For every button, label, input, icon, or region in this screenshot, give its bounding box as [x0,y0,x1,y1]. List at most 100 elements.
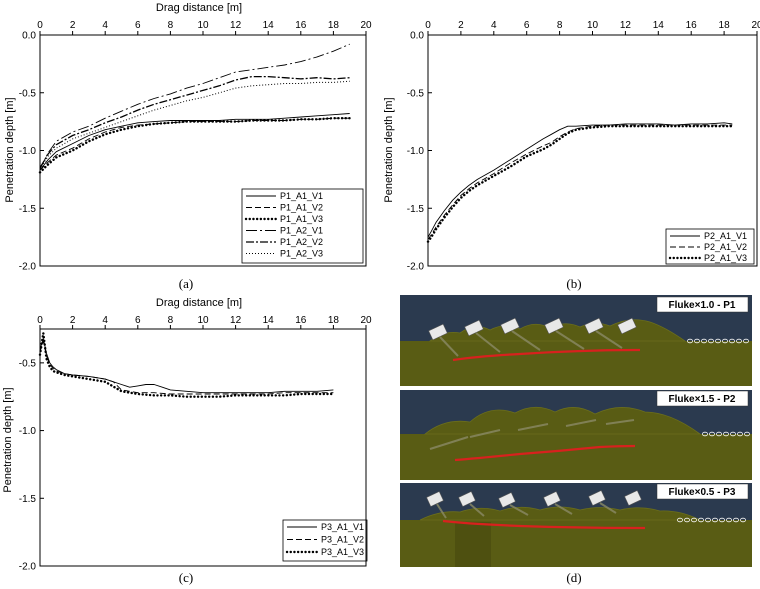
x-tick-label: 20 [360,315,372,326]
scene-p1-chain [687,338,750,344]
scene-p3-label: Fluke×0.5 - P3 [669,487,736,498]
y-tick-label: -0.5 [407,88,425,99]
chart-c-legend-entries: P3_A1_V1 P3_A1_V2 P3_A1_V3 [285,522,364,557]
series-line-p3-a1-v1 [39,338,334,394]
anchor-icon [426,491,444,507]
anchor-icon [543,491,561,507]
scene-p3-mounds [419,506,701,521]
y-tick-label: -1.0 [19,426,37,437]
x-tick-label: 6 [135,20,141,31]
x-tick-label: 18 [328,20,340,31]
x-tick-label: 8 [168,20,174,31]
chart-c-x-ticks: 0 2 4 6 8 10 12 14 16 18 20 [37,315,372,329]
scene-p2-trajectory [454,444,636,462]
series-line-p2-a1-v3 [426,125,734,243]
chain-link [687,338,694,344]
x-tick-label: 2 [70,20,76,31]
anchor-icon [617,317,637,335]
chain-link [684,517,691,523]
anchor-shank [439,336,459,357]
chain-link [701,338,708,344]
chain-link [737,431,744,437]
anchor-shank [469,503,485,517]
simulation-snapshots: Fluke×1.0 - P1 Fluke×1.5 - P2 [400,295,752,585]
chart-a-caption: (a) [179,276,193,291]
chart-a-series [38,43,351,174]
x-tick-label: 4 [102,20,108,31]
chain-link [744,431,751,437]
legend-label: P1_A1_V2 [280,203,323,213]
scene-p2: Fluke×1.5 - P2 [400,390,752,480]
x-tick-label: 0 [37,20,43,31]
scene-p1-trajectory [452,348,641,362]
scene-p3-shanks [436,502,617,519]
anchor-icon [500,317,520,335]
x-tick-label: 18 [328,315,340,326]
anchor-shank [436,503,447,519]
legend-label: P1_A2_V1 [280,226,323,236]
series-line-p1-a1-v2 [39,117,350,171]
chain-link [716,431,723,437]
chart-b-ylabel: Penetration depth [m] [383,97,395,202]
chain-link [730,431,737,437]
legend-label: P3_A1_V2 [321,535,364,545]
chain-link [715,338,722,344]
anchor-shank [565,419,597,427]
chain-link [702,431,709,437]
x-tick-label: 2 [458,20,464,31]
chain-link [677,517,684,523]
chart-b: Penetration depth [m] 0 2 4 6 8 10 12 14 16 18 20 … [383,20,760,291]
chart-c-series [38,331,335,398]
chart-b-plot-frame [427,34,758,267]
anchor-shank [605,419,635,425]
chain-link [726,517,733,523]
anchor-shank [554,503,573,515]
anchor-shank [599,502,617,514]
chain-link [694,338,701,344]
y-tick-label: -2.0 [19,262,37,273]
anchor-shank [555,330,585,350]
chain-link [708,338,715,344]
x-tick-label: 4 [102,315,108,326]
x-tick-label: 8 [168,315,174,326]
series-line-p1-a2-v3 [39,80,350,170]
chain-link [712,517,719,523]
x-tick-label: 18 [719,20,731,31]
anchor-icon [498,492,516,508]
x-tick-label: 16 [295,20,307,31]
x-tick-label: 0 [425,20,431,31]
x-tick-label: 14 [653,20,665,31]
anchor-shank [509,504,529,516]
chain-link [691,517,698,523]
y-tick-label: -0.5 [19,358,37,369]
chart-a-xlabel: Drag distance [m] [156,2,242,14]
x-tick-label: 4 [491,20,497,31]
chain-link [705,517,712,523]
anchor-shank [475,332,501,353]
y-tick-label: -1.5 [19,204,37,215]
x-tick-label: 14 [263,315,275,326]
legend-label: P1_A2_V3 [280,249,323,259]
chain-link [723,431,730,437]
legend-label: P1_A1_V3 [280,214,323,224]
x-tick-label: 6 [135,315,141,326]
y-tick-label: -1.0 [19,146,37,157]
legend-label: P2_A1_V1 [704,231,747,241]
anchor-shank [517,423,549,431]
chart-c-xlabel: Drag distance [m] [156,297,242,309]
series-line-p1-a1-v3 [38,117,351,174]
series-line-p3-a1-v2 [39,340,334,395]
anchor-shank [595,330,623,349]
x-tick-label: 12 [620,20,632,31]
chart-a: Drag distance [m] Penetration depth [m] … [4,2,372,291]
chart-a-x-ticks: 0 2 4 6 8 10 12 14 16 18 20 [37,20,372,35]
x-tick-label: 10 [197,20,209,31]
anchor-shank [469,429,501,438]
y-tick-label: -2.0 [407,262,425,273]
chart-c-ylabel: Penetration depth [m] [2,387,14,492]
y-tick-label: -1.5 [19,494,37,505]
anchor-icon [464,319,484,337]
y-tick-label: -2.0 [19,562,37,573]
